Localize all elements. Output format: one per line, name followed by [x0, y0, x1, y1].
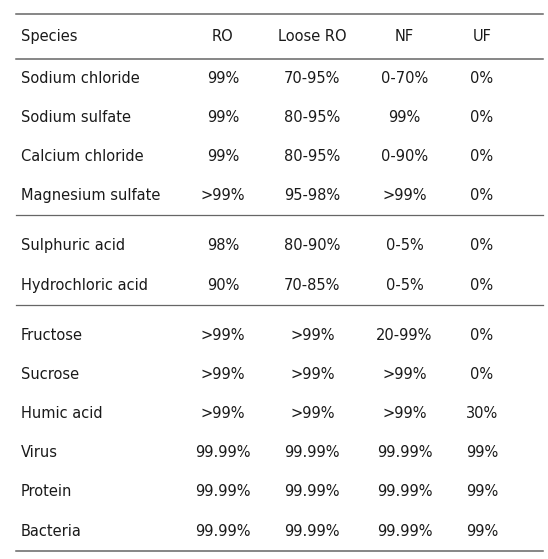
Text: 99.99%: 99.99% [195, 485, 250, 499]
Text: 0-90%: 0-90% [381, 149, 428, 164]
Text: >99%: >99% [290, 367, 335, 382]
Text: >99%: >99% [290, 406, 335, 421]
Text: Humic acid: Humic acid [21, 406, 102, 421]
Text: Sodium sulfate: Sodium sulfate [21, 110, 131, 125]
Text: >99%: >99% [201, 406, 245, 421]
Text: Hydrochloric acid: Hydrochloric acid [21, 278, 148, 292]
Text: 20-99%: 20-99% [376, 328, 432, 343]
Text: Virus: Virus [21, 446, 58, 460]
Text: Protein: Protein [21, 485, 72, 499]
Text: 99%: 99% [466, 524, 498, 538]
Text: >99%: >99% [382, 188, 427, 203]
Text: Bacteria: Bacteria [21, 524, 82, 538]
Text: RO: RO [212, 29, 234, 44]
Text: Sodium chloride: Sodium chloride [21, 71, 140, 86]
Text: 70-95%: 70-95% [284, 71, 340, 86]
Text: 99.99%: 99.99% [195, 446, 250, 460]
Text: 99%: 99% [207, 110, 239, 125]
Text: 99%: 99% [466, 485, 498, 499]
Text: 0%: 0% [471, 149, 494, 164]
Text: 70-85%: 70-85% [284, 278, 340, 292]
Text: 30%: 30% [466, 406, 498, 421]
Text: >99%: >99% [382, 367, 427, 382]
Text: 0-70%: 0-70% [381, 71, 428, 86]
Text: 90%: 90% [207, 278, 239, 292]
Text: NF: NF [395, 29, 414, 44]
Text: 99%: 99% [389, 110, 420, 125]
Text: 99.99%: 99.99% [376, 485, 432, 499]
Text: 80-95%: 80-95% [284, 110, 340, 125]
Text: 80-90%: 80-90% [284, 239, 340, 253]
Text: 80-95%: 80-95% [284, 149, 340, 164]
Text: 0%: 0% [471, 188, 494, 203]
Text: 99.99%: 99.99% [195, 524, 250, 538]
Text: >99%: >99% [201, 188, 245, 203]
Text: >99%: >99% [382, 406, 427, 421]
Text: >99%: >99% [290, 328, 335, 343]
Text: 99%: 99% [207, 149, 239, 164]
Text: Fructose: Fructose [21, 328, 83, 343]
Text: 99.99%: 99.99% [284, 446, 340, 460]
Text: Species: Species [21, 29, 77, 44]
Text: 99.99%: 99.99% [284, 524, 340, 538]
Text: Sucrose: Sucrose [21, 367, 79, 382]
Text: 99%: 99% [466, 446, 498, 460]
Text: Sulphuric acid: Sulphuric acid [21, 239, 125, 253]
Text: 99.99%: 99.99% [376, 524, 432, 538]
Text: 0%: 0% [471, 110, 494, 125]
Text: 0%: 0% [471, 278, 494, 292]
Text: 0%: 0% [471, 71, 494, 86]
Text: >99%: >99% [201, 367, 245, 382]
Text: UF: UF [472, 29, 492, 44]
Text: 0-5%: 0-5% [386, 278, 423, 292]
Text: 95-98%: 95-98% [284, 188, 340, 203]
Text: Calcium chloride: Calcium chloride [21, 149, 144, 164]
Text: Loose RO: Loose RO [278, 29, 347, 44]
Text: 0-5%: 0-5% [386, 239, 423, 253]
Text: 99.99%: 99.99% [284, 485, 340, 499]
Text: 0%: 0% [471, 239, 494, 253]
Text: 0%: 0% [471, 367, 494, 382]
Text: 99%: 99% [207, 71, 239, 86]
Text: >99%: >99% [201, 328, 245, 343]
Text: 98%: 98% [207, 239, 239, 253]
Text: 99.99%: 99.99% [376, 446, 432, 460]
Text: Magnesium sulfate: Magnesium sulfate [21, 188, 160, 203]
Text: 0%: 0% [471, 328, 494, 343]
